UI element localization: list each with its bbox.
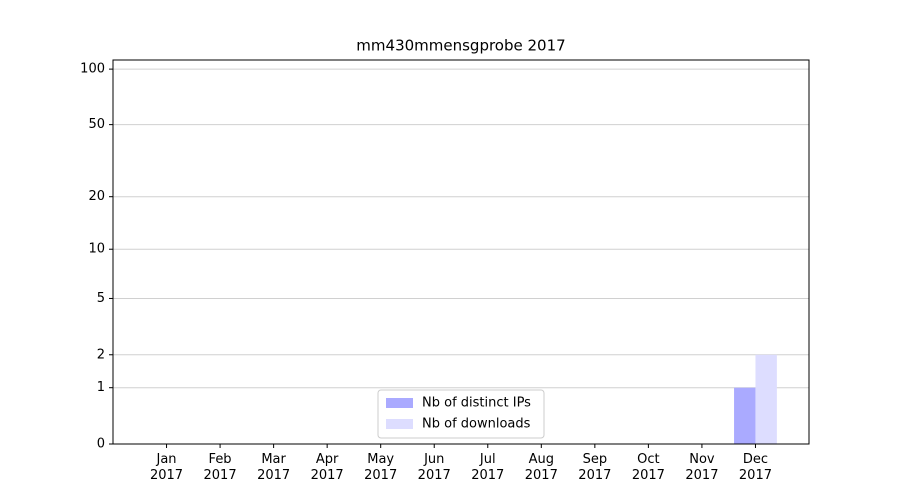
x-tick-label: Aug 2017 [524,452,558,483]
y-tick-label: 20 [88,189,105,204]
legend-swatch [386,419,413,429]
y-tick-label: 1 [97,380,105,395]
legend: Nb of distinct IPs Nb of downloads [377,389,545,439]
legend-label: Nb of distinct IPs [422,396,531,411]
chart-title: mm430mmensgprobe 2017 [356,37,565,55]
x-tick-label: Feb 2017 [203,452,237,483]
bar [734,387,756,444]
x-tick-label: Sep 2017 [578,452,612,483]
y-tick-label: 50 [88,117,105,132]
y-tick-label: 2 [97,347,105,362]
y-tick-label: 0 [97,437,105,452]
y-tick-label: 10 [88,242,105,257]
legend-label: Nb of downloads [422,417,531,432]
x-tick-label: May 2017 [364,452,398,483]
legend-swatch [386,398,413,408]
y-tick-label: 5 [97,291,105,306]
x-tick-label: Jan 2017 [149,452,184,483]
legend-box [377,389,545,439]
x-tick-label: Apr 2017 [310,452,344,483]
x-tick-label: Jul 2017 [471,452,505,483]
x-tick-label: Jun 2017 [417,452,451,483]
x-tick-label: Oct 2017 [631,452,665,483]
x-tick-label: Nov 2017 [685,452,719,483]
plot-frame [112,59,810,445]
x-tick-label: Dec 2017 [738,452,772,483]
x-tick-label: Mar 2017 [257,452,291,483]
y-tick-label: 100 [80,62,105,77]
bar [755,354,777,444]
